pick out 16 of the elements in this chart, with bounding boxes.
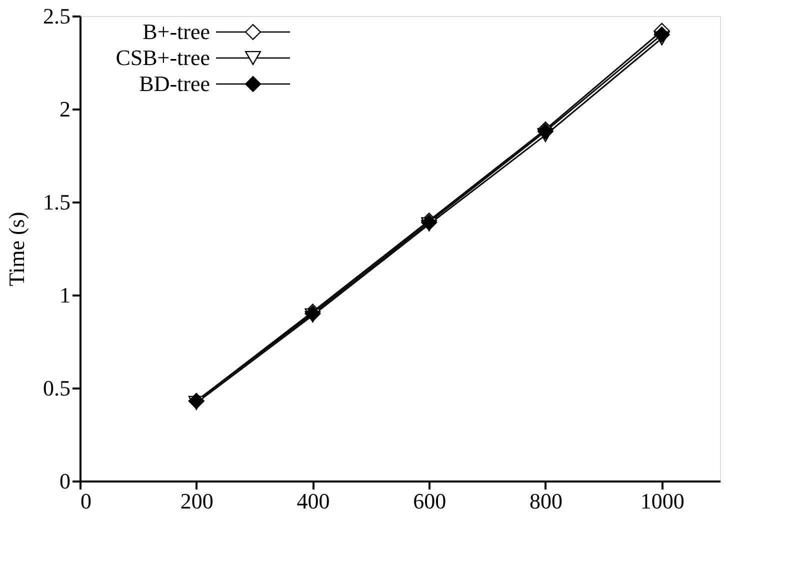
x-tick-label: 1000 bbox=[640, 488, 684, 514]
y-tick-label: 2.5 bbox=[43, 4, 70, 28]
y-tick-label: 2 bbox=[60, 96, 70, 122]
y-tick-label: 0 bbox=[60, 468, 70, 494]
y-axis-title: Time (s) bbox=[4, 212, 29, 286]
y-tick-label: 0.5 bbox=[43, 376, 70, 400]
x-tick-label: 400 bbox=[296, 488, 330, 514]
x-tick-label: 200 bbox=[180, 488, 214, 514]
legend-label: B+-tree bbox=[142, 19, 210, 44]
x-tick-label: 600 bbox=[413, 488, 446, 514]
y-tick-label: 1 bbox=[60, 282, 70, 308]
legend-label: BD-tree bbox=[139, 71, 210, 96]
legend-label: CSB+-tree bbox=[116, 45, 210, 70]
x-tick-label: 0 bbox=[80, 488, 92, 514]
y-tick-label: 1.5 bbox=[43, 190, 70, 214]
x-tick-label: 800 bbox=[529, 488, 562, 514]
